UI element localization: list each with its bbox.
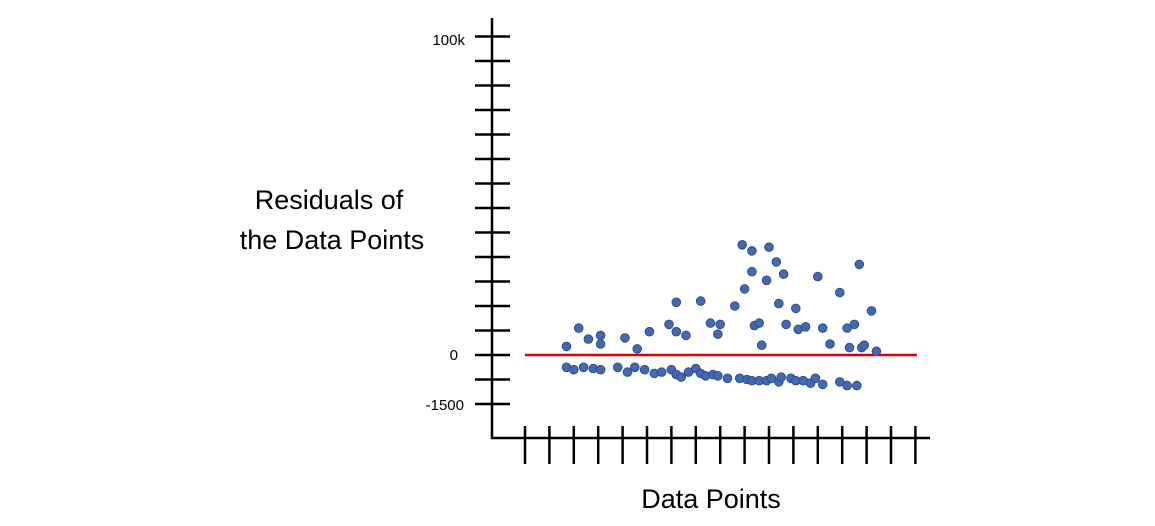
data-point (739, 284, 750, 294)
data-point (622, 367, 633, 377)
data-point (756, 340, 767, 351)
data-point (630, 362, 640, 373)
data-point (620, 333, 630, 343)
y-tick-label-zero: 0 (450, 347, 458, 364)
y-tick-label-neg1500: -1500 (426, 397, 464, 414)
data-point (705, 318, 716, 328)
data-point (583, 334, 594, 344)
data-point (671, 297, 682, 308)
y-axis-label-line-2: the Data Points (240, 225, 425, 255)
data-point (671, 326, 682, 337)
y-axis-label-line-1: Residuals of (255, 185, 404, 215)
data-point (656, 367, 667, 377)
data-point (715, 319, 726, 330)
data-point (866, 306, 877, 316)
data-point (737, 240, 748, 250)
data-point (644, 326, 655, 337)
data-point (844, 342, 855, 353)
data-point (713, 329, 723, 340)
data-point (595, 339, 606, 349)
axes (475, 18, 930, 464)
data-points (561, 240, 882, 391)
data-point (817, 379, 828, 390)
y-tick-label-100k: 100k (432, 32, 465, 49)
data-point (825, 339, 835, 349)
data-point (695, 296, 706, 306)
data-point (595, 364, 606, 375)
data-point (771, 257, 782, 267)
data-point (730, 301, 740, 311)
data-point (859, 340, 870, 351)
data-point (764, 242, 774, 252)
data-point (664, 319, 674, 330)
data-point (810, 373, 821, 384)
data-point (632, 344, 643, 354)
data-point (561, 341, 572, 352)
data-point (578, 362, 589, 373)
data-point (747, 246, 757, 256)
x-axis-label: Data Points (641, 484, 781, 514)
data-point (747, 266, 757, 277)
data-point (573, 323, 584, 333)
data-point (813, 271, 823, 282)
data-point (595, 330, 606, 341)
data-point (849, 319, 860, 330)
data-point (781, 319, 791, 330)
data-point (713, 371, 723, 381)
data-point (722, 373, 733, 384)
data-point (852, 380, 862, 391)
data-point (776, 372, 787, 382)
data-point (817, 323, 828, 333)
data-point (639, 364, 650, 375)
data-point (774, 298, 784, 309)
data-point (800, 322, 811, 332)
data-point (681, 330, 691, 341)
data-point (842, 380, 852, 391)
data-point (871, 346, 882, 357)
data-point (791, 303, 801, 314)
data-point (612, 362, 623, 373)
data-point (676, 372, 687, 382)
data-point (854, 259, 865, 270)
data-point (569, 364, 579, 375)
data-point (754, 318, 765, 328)
data-point (835, 287, 845, 298)
data-point (778, 269, 789, 279)
data-point (761, 275, 772, 286)
